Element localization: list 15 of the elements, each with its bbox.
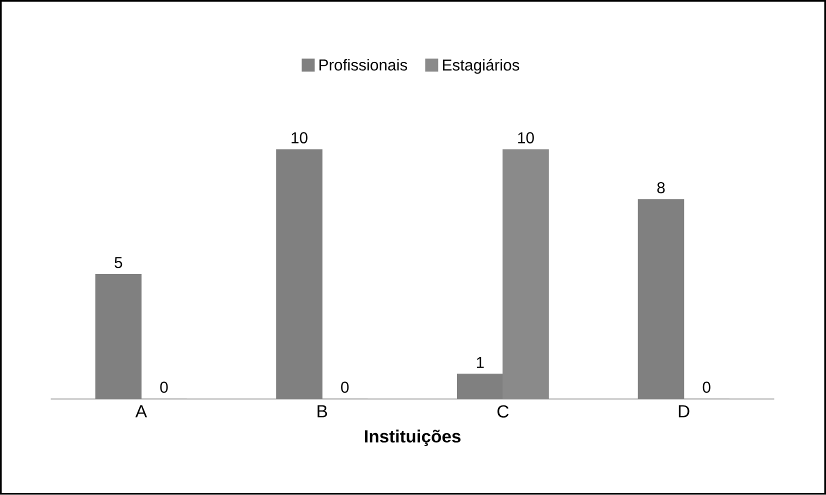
legend-label: Profissionais [320, 59, 408, 71]
data-label: 0 [341, 382, 349, 393]
data-label: 0 [702, 382, 710, 393]
legend-label: Estagiários [442, 59, 520, 74]
x-tick-label: D [678, 405, 690, 418]
x-tick-label: B [318, 405, 328, 418]
data-label: 0 [160, 382, 168, 393]
x-tick-label: A [135, 405, 148, 418]
x-tick-label: C [497, 405, 509, 418]
data-label: 1 [476, 357, 484, 368]
data-label: 10 [292, 132, 308, 144]
data-label: 5 [114, 257, 122, 268]
x-axis-title: Instituições [364, 430, 461, 446]
data-label: 10 [518, 132, 534, 144]
data-label: 8 [657, 182, 665, 194]
